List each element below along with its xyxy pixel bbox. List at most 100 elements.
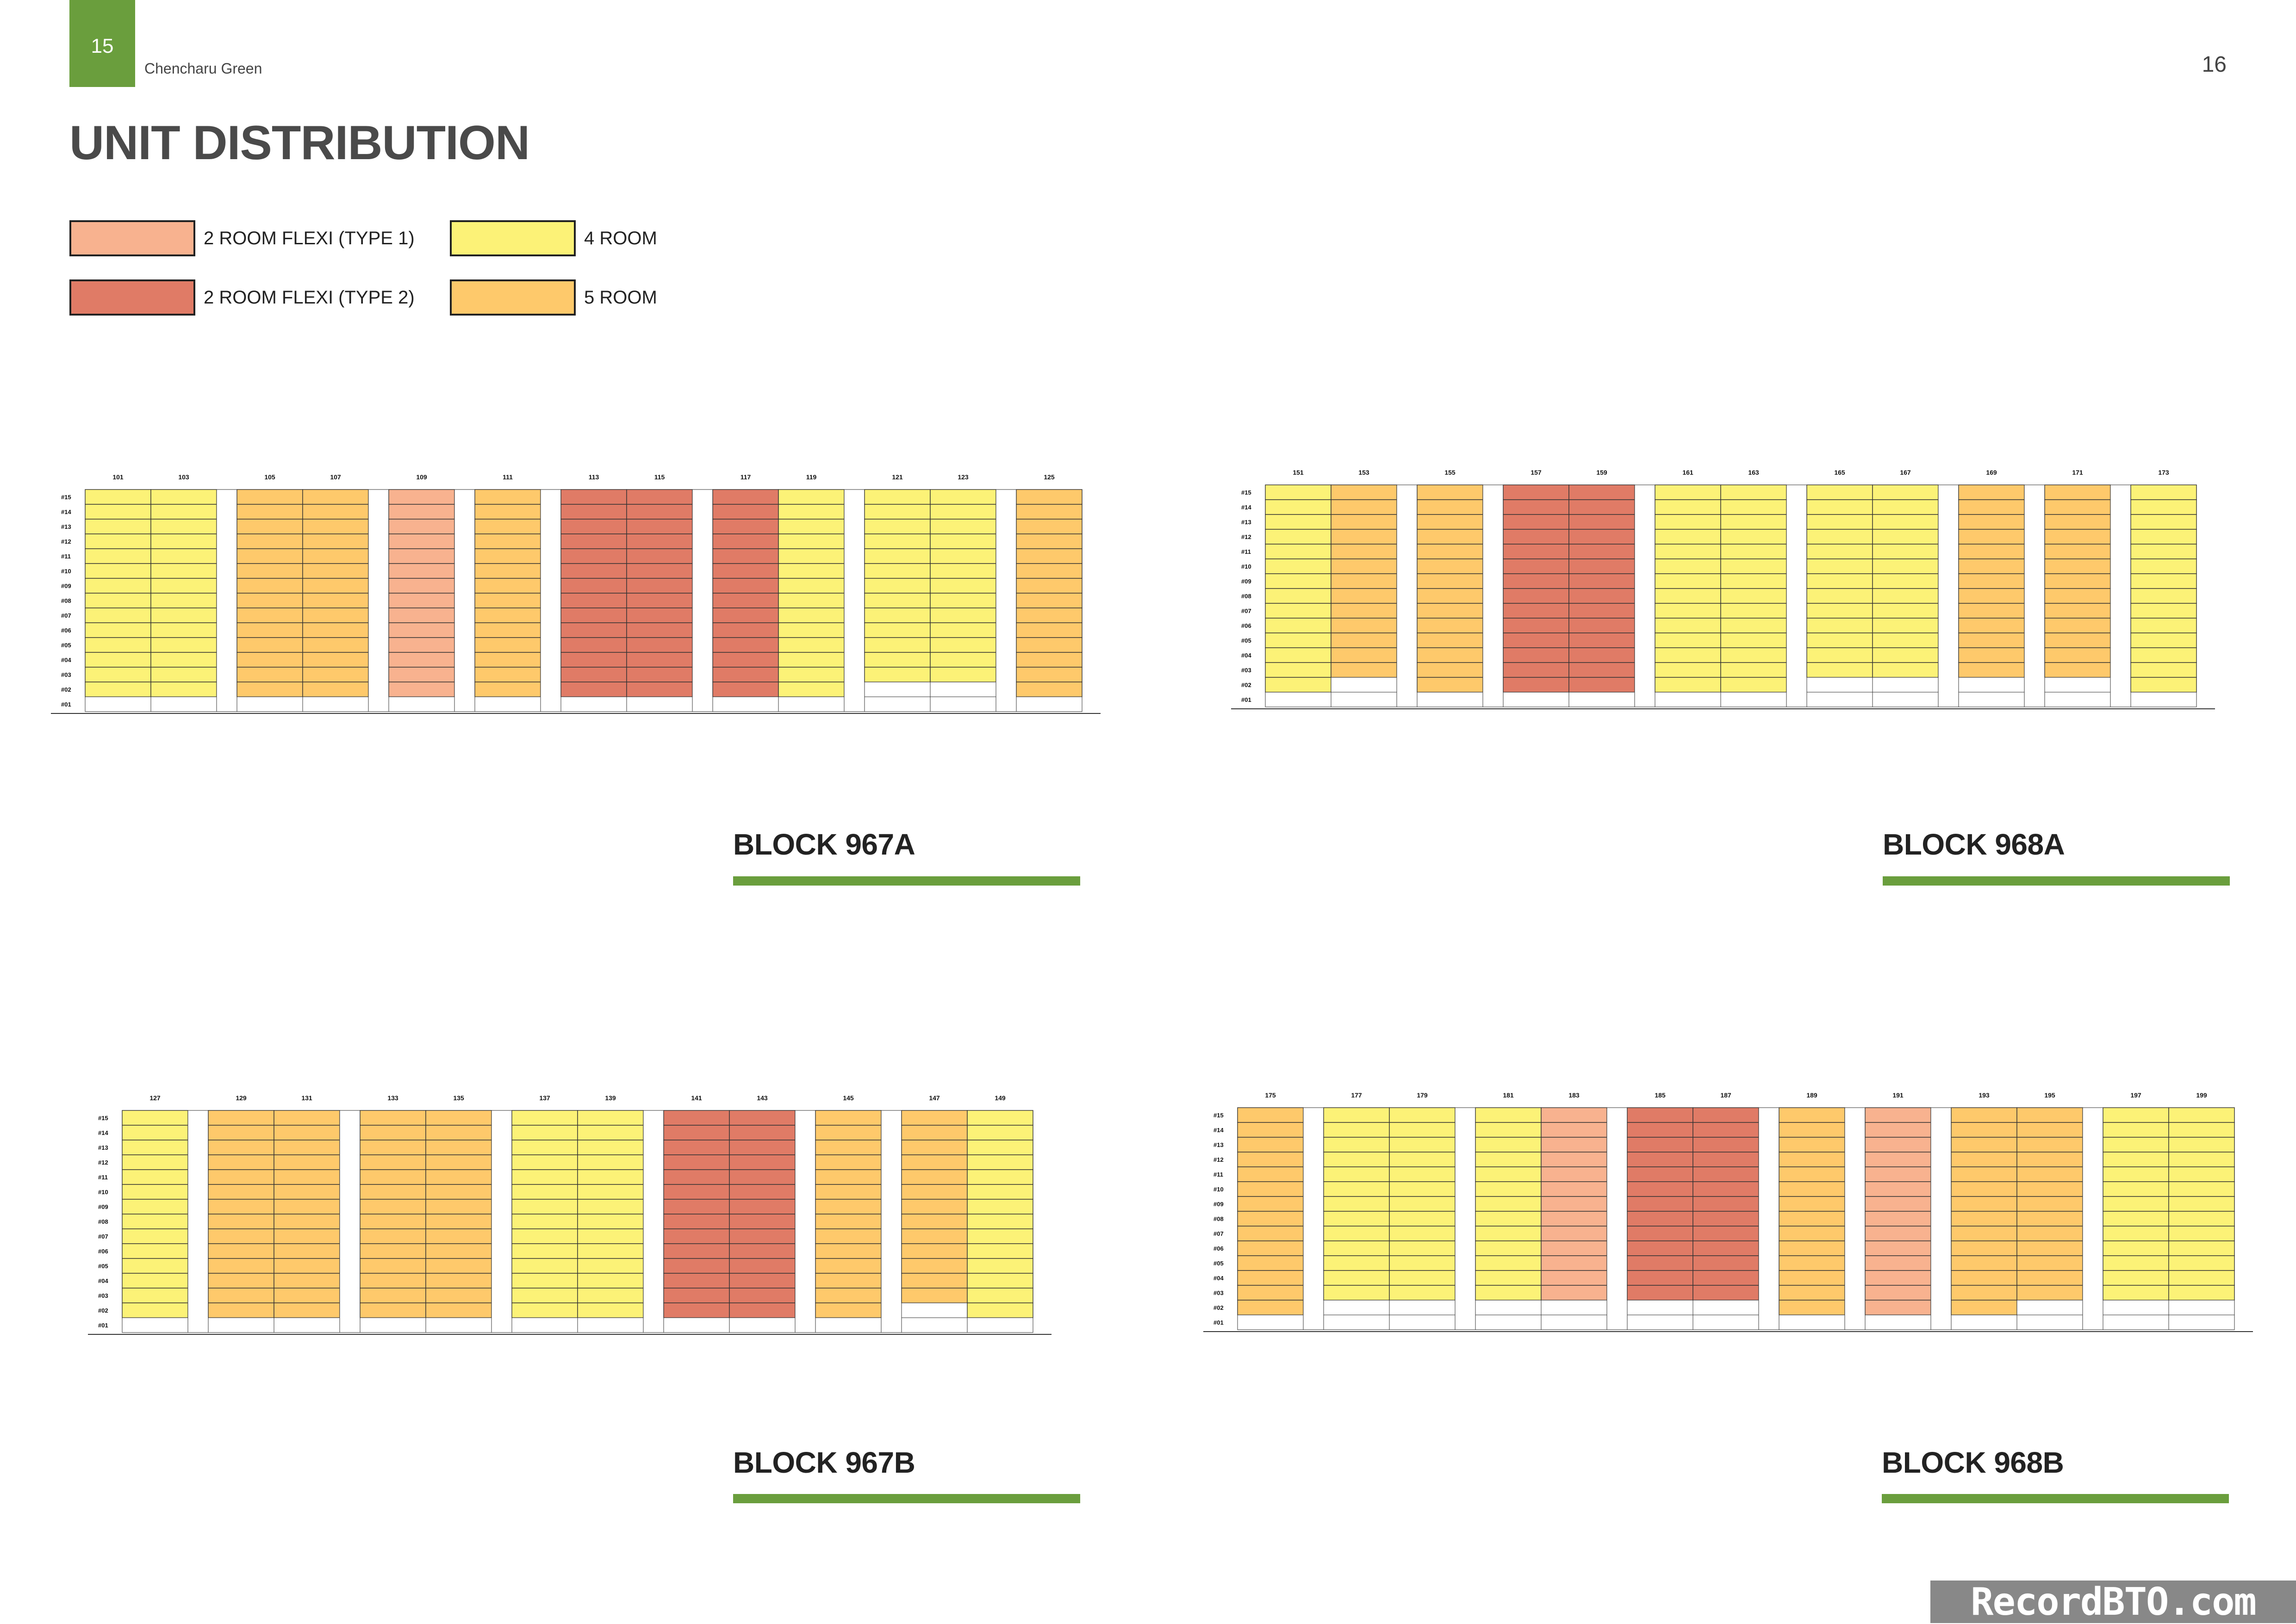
unit-cell <box>150 489 217 505</box>
floor-label: #04 <box>1213 1275 1224 1282</box>
unit-stack-145: 145 <box>815 1094 882 1333</box>
unit-cell <box>1568 588 1635 604</box>
unit-cell <box>930 622 996 638</box>
unit-cell <box>302 622 369 638</box>
unit-cell <box>1417 647 1483 663</box>
unit-cell <box>150 548 217 564</box>
unit-cell <box>2168 1314 2235 1330</box>
unit-cell <box>1865 1226 1931 1241</box>
unit-cell <box>778 489 845 505</box>
unit-stack-195: 195 <box>2016 1091 2083 1330</box>
floor-label: #07 <box>98 1233 108 1240</box>
unit-cell <box>1331 632 1397 648</box>
unit-cell <box>1872 499 1939 515</box>
unit-cell <box>729 1199 796 1215</box>
unit-cell <box>511 1273 578 1289</box>
floor-label: #04 <box>61 657 71 663</box>
block-967a-svg: #15 #14 #13 #12 #11 #10 #09 #08 #07 #06 #05 #04 #03 #… <box>51 473 1101 714</box>
unit-cell <box>560 489 627 505</box>
unit-cell <box>1655 632 1721 648</box>
unit-stack-155: 155 <box>1417 469 1483 707</box>
unit-cell <box>2103 1314 2169 1330</box>
unit-number-label: 121 <box>892 473 903 481</box>
unit-cell <box>1951 1211 2017 1227</box>
unit-cell <box>815 1214 882 1229</box>
unit-cell <box>425 1288 492 1303</box>
unit-cell <box>360 1214 426 1229</box>
unit-cell <box>864 563 931 579</box>
unit-cell <box>930 548 996 564</box>
unit-cell <box>626 696 693 712</box>
unit-cell <box>2130 558 2197 574</box>
unit-cell <box>577 1243 644 1259</box>
unit-cell <box>388 696 455 712</box>
unit-cell <box>626 519 693 534</box>
unit-cell <box>1016 519 1083 534</box>
unit-cell <box>1692 1255 1759 1271</box>
unit-cell <box>729 1288 796 1303</box>
unit-number-label: 149 <box>995 1094 1006 1102</box>
unit-cell <box>1872 529 1939 545</box>
unit-cell <box>1779 1255 1845 1271</box>
unit-cell <box>1237 1226 1304 1241</box>
unit-cell <box>274 1258 340 1274</box>
floor-label: #11 <box>98 1174 108 1181</box>
unit-cell <box>1016 578 1083 594</box>
gap-column <box>187 1110 209 1333</box>
unit-cell <box>1389 1270 1456 1286</box>
unit-cell <box>1331 647 1397 663</box>
unit-cell <box>1692 1137 1759 1153</box>
unit-cell <box>302 548 369 564</box>
unit-cell <box>2044 647 2111 663</box>
unit-cell <box>2044 618 2111 633</box>
unit-cell <box>1417 603 1483 619</box>
unit-cell <box>1951 1137 2017 1153</box>
unit-cell <box>425 1110 492 1126</box>
unit-cell <box>967 1302 1033 1318</box>
floor-label: #02 <box>1241 682 1251 688</box>
unit-cell <box>1323 1166 1390 1182</box>
unit-cell <box>815 1184 882 1200</box>
unit-cell <box>560 622 627 638</box>
block-968a-label: BLOCK 968A <box>1883 828 2065 861</box>
unit-cell <box>1389 1240 1456 1256</box>
unit-cell <box>1237 1152 1304 1167</box>
unit-cell <box>425 1125 492 1141</box>
unit-cell <box>864 682 931 697</box>
unit-cell <box>2130 692 2197 707</box>
unit-cell <box>1568 499 1635 515</box>
unit-cell <box>729 1140 796 1155</box>
unit-cell <box>1503 692 1569 707</box>
unit-cell <box>208 1273 274 1289</box>
unit-cell <box>122 1110 188 1126</box>
unit-stack-193: 193 <box>1951 1091 2017 1330</box>
unit-stack-149: 149 <box>967 1094 1033 1333</box>
gap-column <box>795 1110 816 1333</box>
unit-cell <box>778 533 845 549</box>
unit-cell <box>1503 647 1569 663</box>
unit-cell <box>967 1184 1033 1200</box>
watermark-logo: RecordBTO.com <box>1930 1580 2296 1624</box>
unit-stack-189: 189 <box>1779 1091 1845 1330</box>
unit-cell <box>274 1317 340 1333</box>
unit-cell <box>729 1243 796 1259</box>
unit-cell <box>1237 1181 1304 1197</box>
unit-cell <box>274 1125 340 1141</box>
legend-swatch-room4 <box>450 220 576 256</box>
gap-column <box>368 489 389 712</box>
unit-number-label: 103 <box>178 473 189 481</box>
unit-cell <box>425 1214 492 1229</box>
floor-label: #03 <box>1213 1289 1224 1296</box>
unit-cell <box>729 1302 796 1318</box>
unit-cell <box>425 1258 492 1274</box>
unit-cell <box>1331 529 1397 545</box>
unit-cell <box>778 519 845 534</box>
unit-cell <box>930 696 996 712</box>
unit-cell <box>729 1214 796 1229</box>
unit-cell <box>474 563 541 579</box>
unit-cell <box>1331 692 1397 707</box>
floor-label: #06 <box>61 627 71 634</box>
unit-cell <box>1503 632 1569 648</box>
unit-cell <box>1265 573 1332 589</box>
unit-stack-119: 119 <box>778 473 845 712</box>
